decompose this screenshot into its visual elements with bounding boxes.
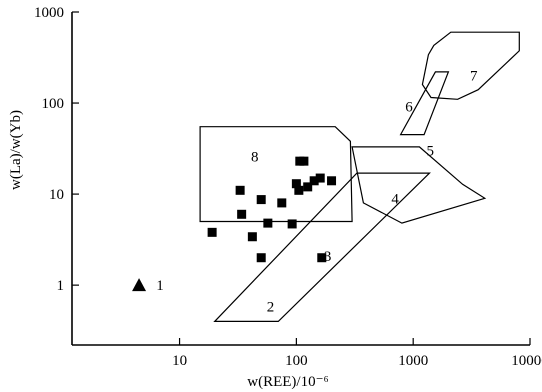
- square-point: [256, 195, 266, 205]
- square-point: [294, 185, 304, 195]
- region-label-4: 4: [391, 191, 399, 207]
- triangle-point: [132, 278, 147, 292]
- region-label-3: 3: [324, 249, 332, 265]
- x-axis-title: w(REE)/10⁻⁶: [247, 374, 328, 390]
- region-2-outline: [213, 172, 431, 322]
- x-tick-label: 10: [172, 353, 187, 369]
- square-point: [256, 253, 266, 263]
- square-point: [287, 219, 297, 229]
- square-point: [303, 182, 313, 192]
- region-5-outline: [351, 146, 487, 224]
- region-8-outline: [199, 126, 353, 223]
- axes: [71, 12, 530, 346]
- region-6-outline: [399, 71, 450, 136]
- square-point: [207, 227, 217, 237]
- region-label-6: 6: [405, 99, 413, 115]
- square-point: [263, 218, 273, 228]
- x-tick-label: 10000: [511, 353, 542, 369]
- x-tick-label: 100: [285, 353, 308, 369]
- region-labels: 1 2 3 4 5 6 7 8: [156, 69, 478, 316]
- region-label-2: 2: [267, 300, 275, 316]
- tick-marks: [72, 11, 531, 345]
- square-point: [327, 176, 337, 186]
- region-label-5: 5: [427, 144, 435, 160]
- y-tick-label: 1: [57, 278, 65, 294]
- region-7-outline: [421, 31, 520, 100]
- square-point: [315, 173, 325, 183]
- square-point: [317, 253, 327, 263]
- square-point: [309, 176, 319, 186]
- square-point: [291, 179, 301, 189]
- y-axis-title: w(La)/w(Yb): [8, 110, 24, 190]
- square-point: [247, 232, 257, 242]
- region-label-8: 8: [251, 149, 259, 165]
- y-tick-label: 100: [42, 96, 65, 112]
- data-points: [132, 156, 337, 292]
- field-regions: [199, 31, 520, 322]
- square-point: [237, 209, 247, 219]
- square-point: [277, 198, 287, 208]
- y-tick-label: 10: [49, 187, 64, 203]
- x-tick-label: 1000: [398, 353, 428, 369]
- square-point: [235, 185, 245, 195]
- region-label-7: 7: [470, 69, 478, 85]
- region-label-1: 1: [156, 278, 164, 294]
- y-tick-label: 1000: [34, 5, 64, 21]
- square-point: [299, 156, 309, 166]
- tick-labels: 10 100 1000 10000 1 10 100 1000: [34, 5, 542, 369]
